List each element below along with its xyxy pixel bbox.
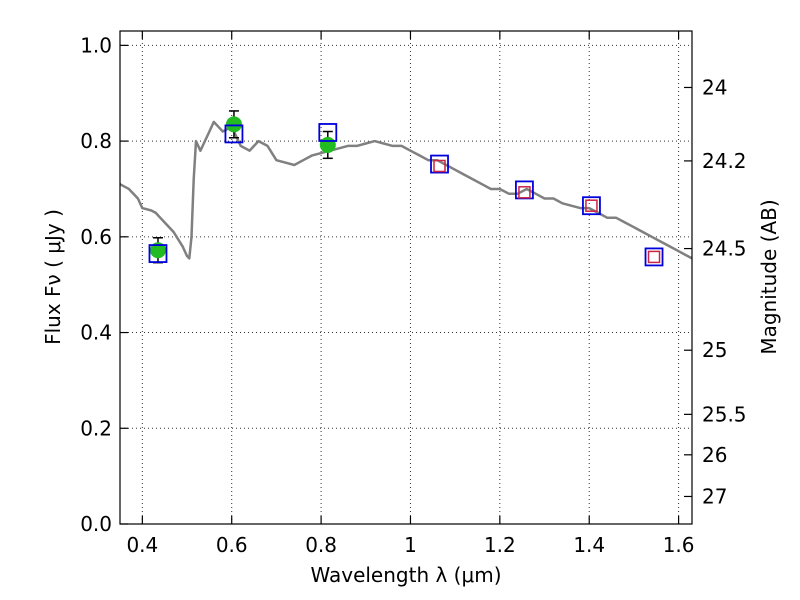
red-square-marker xyxy=(647,250,661,264)
axis-ticks: 0.4 0.6 0.8 1 1.2 1.4 1.6 0.0 0.2 0.4 0.6 0.8 1.0 24 2… xyxy=(80,31,747,557)
x-tick-label: 1.4 xyxy=(573,533,605,557)
y-tick-label: 0.2 xyxy=(80,416,112,440)
x-tick-label: 1 xyxy=(404,533,417,557)
right-tick-label: 24.2 xyxy=(702,149,747,173)
x-tick-label: 1.6 xyxy=(663,533,695,557)
right-tick-label: 27 xyxy=(702,484,727,508)
y-right-axis-label: Magnitude (AB) xyxy=(757,199,781,354)
blue-square-marker xyxy=(582,196,601,216)
y-tick-label: 0.0 xyxy=(80,512,112,536)
right-tick-label: 24 xyxy=(702,75,727,99)
red-square-marker xyxy=(518,186,531,199)
x-tick-label: 0.4 xyxy=(126,533,158,557)
green-point xyxy=(149,242,166,259)
blue-square-marker xyxy=(224,124,244,144)
y-tick-label: 0.6 xyxy=(80,225,112,249)
green-point xyxy=(319,136,336,153)
y-axis-label: Flux Fν ( μJy ) xyxy=(41,209,65,345)
red-square-marker xyxy=(433,159,446,173)
spectrum-line xyxy=(119,120,693,260)
spectrum-path xyxy=(119,120,693,260)
right-tick-label: 25.5 xyxy=(702,402,747,426)
blue-square-marker xyxy=(644,247,664,267)
x-tick-label: 0.8 xyxy=(305,533,337,557)
right-tick-label: 24.5 xyxy=(702,237,747,261)
y-tick-label: 0.8 xyxy=(80,129,112,153)
blue-square-marker xyxy=(318,123,338,142)
plot-frame xyxy=(119,30,693,525)
y-tick-label: 0.4 xyxy=(80,321,112,345)
x-axis-label: Wavelength λ (μm) xyxy=(310,563,501,587)
y-tick-label: 1.0 xyxy=(80,33,112,57)
green-point xyxy=(225,116,242,133)
x-tick-label: 0.6 xyxy=(216,533,248,557)
x-tick-label: 1.2 xyxy=(484,533,516,557)
data-points xyxy=(148,110,664,267)
blue-square-marker xyxy=(148,244,168,263)
blue-square-marker xyxy=(430,154,449,174)
right-tick-label: 25 xyxy=(702,338,727,362)
right-tick-label: 26 xyxy=(702,443,727,467)
grid xyxy=(120,31,692,525)
red-square-marker xyxy=(585,199,598,212)
